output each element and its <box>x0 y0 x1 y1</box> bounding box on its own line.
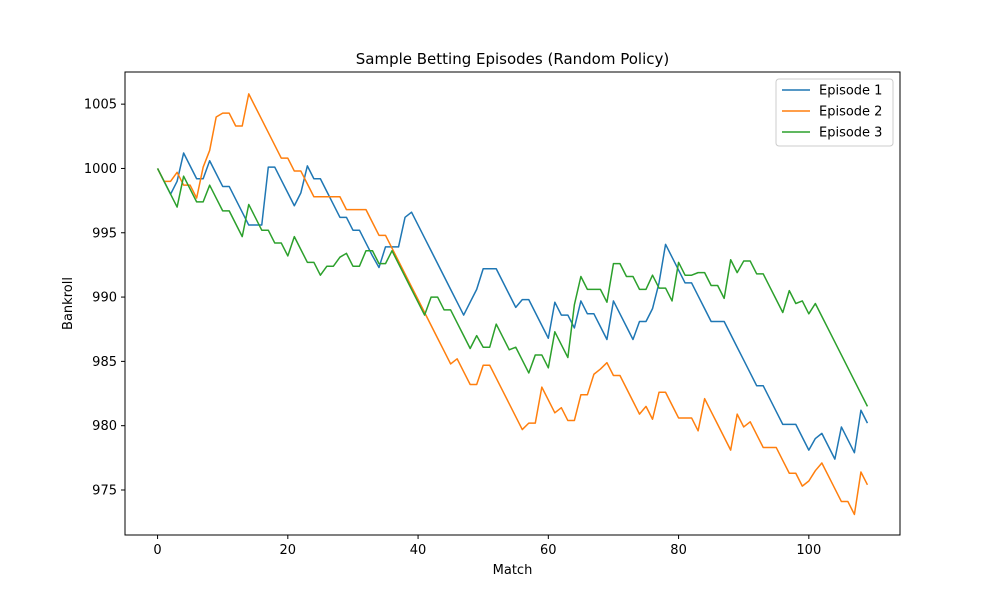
plot-border <box>124 71 901 536</box>
x-axis-label: Match <box>493 563 533 578</box>
series-line-episode-3 <box>156 168 869 407</box>
y-axis: 975 980 985 990 995 1000 1005 <box>84 98 125 498</box>
chart-title: Sample Betting Episodes (Random Policy) <box>356 50 669 68</box>
y-axis-label: Bankroll <box>61 277 76 330</box>
x-tick-label: 60 <box>540 543 557 558</box>
plot-area <box>125 72 900 535</box>
legend-label-episode-3: Episode 3 <box>819 126 882 141</box>
y-tick-label: 985 <box>92 355 117 370</box>
x-tick-label: 100 <box>796 543 821 558</box>
x-tick-label: 20 <box>280 543 297 558</box>
series-layer <box>156 93 869 516</box>
legend: Episode 1 Episode 2 Episode 3 <box>775 78 894 147</box>
y-tick-label: 1005 <box>84 98 117 113</box>
x-tick-label: 80 <box>670 543 687 558</box>
legend-label-episode-2: Episode 2 <box>819 105 882 120</box>
y-tick-label: 975 <box>92 483 117 498</box>
x-axis: 0 20 40 60 80 100 <box>153 535 821 558</box>
y-tick-label: 1000 <box>84 162 117 177</box>
series-line-episode-1 <box>156 152 869 460</box>
y-tick-label: 995 <box>92 226 117 241</box>
x-tick-label: 40 <box>410 543 427 558</box>
legend-label-episode-1: Episode 1 <box>819 84 882 99</box>
x-tick-label: 0 <box>153 543 161 558</box>
y-tick-label: 990 <box>92 291 117 306</box>
series-line-episode-2 <box>156 93 869 516</box>
y-tick-label: 980 <box>92 419 117 434</box>
legend-box <box>775 78 894 147</box>
